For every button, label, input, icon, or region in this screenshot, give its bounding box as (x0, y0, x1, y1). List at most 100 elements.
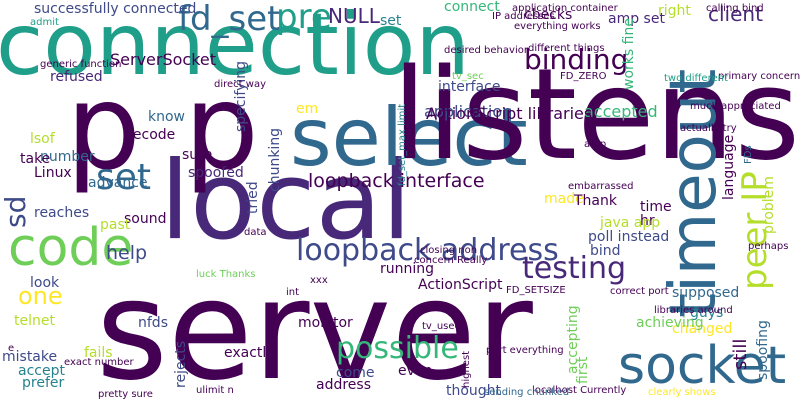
word: int (286, 287, 300, 298)
word: past (100, 217, 131, 233)
word: address (316, 377, 372, 393)
word: accepted (584, 102, 658, 121)
word: set (380, 13, 402, 29)
word: primary concern (718, 71, 800, 82)
word: language (721, 134, 737, 200)
word: one (18, 282, 63, 310)
word: know (148, 109, 185, 125)
word: ulimit n (196, 385, 234, 396)
word: xxx (310, 275, 328, 286)
word: luck Thanks (196, 269, 256, 280)
word: come (336, 365, 375, 381)
word: refused (50, 69, 103, 85)
word: correct port (610, 286, 669, 297)
word: port everything (486, 345, 564, 356)
word: sound (124, 211, 167, 227)
word: exactly (224, 345, 275, 361)
word: fd_set (178, 0, 281, 39)
word: e (8, 343, 15, 354)
word: p (66, 58, 141, 196)
word: help (106, 242, 148, 264)
word: even (398, 363, 433, 379)
word: highest (461, 350, 472, 388)
word: Thank (574, 193, 617, 209)
word: tv_sec (452, 71, 484, 82)
word: sure (182, 147, 213, 163)
word: calling bind (706, 3, 764, 14)
word: desired behavior (444, 45, 528, 56)
word: listens (392, 41, 800, 188)
word: exact number (64, 357, 134, 368)
word: spoofing (755, 320, 771, 380)
word: problem (761, 176, 777, 234)
word: changed (672, 321, 733, 337)
word: tried (245, 181, 261, 214)
word: tv_usec (422, 321, 461, 332)
word: time (640, 199, 672, 215)
word: ActionScript libraries (426, 104, 593, 123)
word: sending chunked (484, 387, 570, 398)
word: closing non (420, 245, 478, 256)
word: server (96, 250, 533, 400)
word: pre (276, 0, 332, 37)
word: connect (444, 0, 500, 15)
word: java app (600, 215, 661, 231)
word: take (20, 151, 51, 167)
word: poll instead (588, 229, 670, 245)
word: first (575, 356, 591, 384)
word: amp set (608, 11, 665, 27)
word: IP addresses (492, 11, 555, 22)
word: telnet (14, 313, 55, 329)
word: rejects (173, 340, 189, 388)
word: local (160, 139, 412, 264)
word: Linux (34, 165, 72, 181)
word: code (8, 218, 134, 278)
word: loopback address (296, 233, 559, 268)
word: connection (0, 0, 470, 95)
word: supposed (672, 285, 740, 301)
word: select (290, 91, 528, 184)
word: running (380, 261, 435, 277)
word: reaches (34, 205, 90, 221)
word: thought (446, 383, 502, 399)
word: concern Really (414, 255, 488, 266)
word: clearly shows (648, 387, 716, 398)
word: spoofed (188, 165, 244, 181)
word: achieving (636, 315, 704, 331)
word: amp (584, 139, 607, 150)
word: p (184, 58, 259, 196)
word: application (424, 102, 513, 121)
word: generic function (40, 59, 122, 70)
word: guys (690, 305, 724, 321)
word: testing (522, 251, 627, 286)
word: possible (336, 331, 459, 366)
word: right (658, 3, 691, 19)
word: prefer (22, 375, 65, 391)
word: chunking (267, 127, 283, 192)
word: sd (0, 195, 32, 228)
word: actually try (680, 123, 737, 134)
word: works fine (621, 18, 637, 90)
word: client (708, 2, 763, 26)
word: embarrassed (568, 181, 634, 192)
word: FD_ZERO (560, 71, 607, 82)
word: hr (640, 213, 655, 229)
word: specifying (233, 61, 249, 132)
word: advance (88, 175, 148, 191)
word: lsof (30, 131, 55, 147)
word: loopback interface (308, 170, 485, 192)
word: still (730, 338, 751, 370)
word: checks (524, 7, 573, 23)
word: made (544, 191, 584, 207)
word: pretty sure (98, 389, 153, 400)
word: localhost Currently (532, 385, 627, 396)
word: application container (512, 3, 618, 14)
word: direct way (214, 79, 266, 90)
word: interface (438, 79, 501, 95)
word: fd_set_max limit (397, 103, 408, 186)
word: ServerSocket (110, 50, 217, 69)
word: FDs (743, 145, 754, 164)
word: em (296, 101, 319, 117)
word: bind (590, 243, 621, 259)
